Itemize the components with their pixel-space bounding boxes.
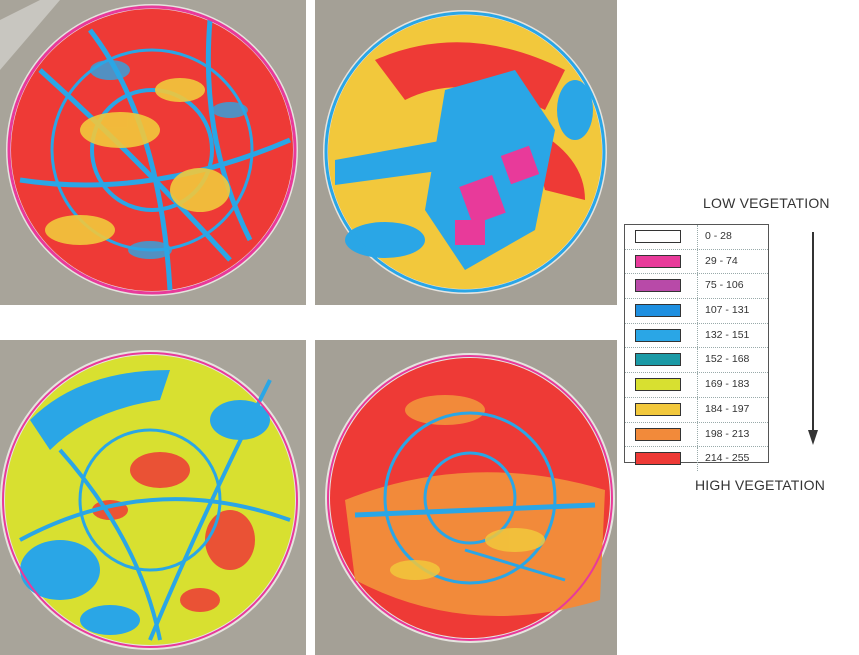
legend-row: 107 - 131 <box>625 299 768 324</box>
legend-swatch <box>635 353 681 367</box>
legend-row: 29 - 74 <box>625 249 768 275</box>
classified-field-image-bottom-left <box>0 340 306 655</box>
legend-swatch <box>635 328 681 342</box>
legend-divider <box>697 373 698 397</box>
legend-swatch <box>635 230 681 243</box>
legend-range-label: 132 - 151 <box>705 328 750 341</box>
legend-swatch <box>635 304 681 318</box>
vegetation-legend: 0 - 28 29 - 74 75 - 106 107 - 131 132 - 151 1… <box>624 224 769 471</box>
legend-range-label: 184 - 197 <box>705 402 750 415</box>
legend-range-label: 29 - 74 <box>705 254 738 267</box>
down-arrow-icon <box>808 232 818 445</box>
legend-divider <box>697 348 698 373</box>
legend-row: 214 - 255 <box>625 447 768 471</box>
legend-swatch <box>635 378 681 392</box>
legend-range-label: 152 - 168 <box>705 353 750 366</box>
legend-swatch <box>635 427 681 441</box>
legend-row: 198 - 213 <box>625 422 768 448</box>
legend-swatch <box>635 254 681 268</box>
legend-range-label: 169 - 183 <box>705 378 750 391</box>
field-map-top-left <box>0 0 306 305</box>
field-map-bottom-right <box>315 340 617 655</box>
field-map-top-right <box>315 0 617 305</box>
high-vegetation-label: HIGH VEGETATION <box>695 477 826 493</box>
legend-divider <box>697 299 698 323</box>
legend-row: 0 - 28 <box>625 225 768 250</box>
classified-field-image-top-left <box>0 0 306 305</box>
legend-row: 75 - 106 <box>625 274 768 300</box>
legend-row: 169 - 183 <box>625 373 768 398</box>
legend-range-label: 0 - 28 <box>705 230 732 242</box>
legend-divider <box>697 249 698 274</box>
legend-divider <box>697 447 698 471</box>
classified-field-image-top-right <box>315 0 617 305</box>
legend-divider <box>697 274 698 299</box>
legend-row: 152 - 168 <box>625 348 768 374</box>
legend-range-label: 198 - 213 <box>705 427 750 440</box>
legend-row: 184 - 197 <box>625 397 768 423</box>
legend-divider <box>697 323 698 348</box>
legend-swatch <box>635 402 681 416</box>
legend-divider <box>697 397 698 422</box>
legend-range-label: 107 - 131 <box>705 304 750 317</box>
legend-range-label: 214 - 255 <box>705 452 750 465</box>
classified-field-image-bottom-right <box>315 340 617 655</box>
legend-divider <box>697 225 698 249</box>
low-vegetation-label: LOW VEGETATION <box>703 195 830 211</box>
legend-divider <box>697 422 698 447</box>
legend-swatch <box>635 279 681 293</box>
legend-swatch <box>635 452 681 466</box>
legend-range-label: 75 - 106 <box>705 279 744 292</box>
field-map-bottom-left <box>0 340 306 655</box>
legend-row: 132 - 151 <box>625 323 768 349</box>
